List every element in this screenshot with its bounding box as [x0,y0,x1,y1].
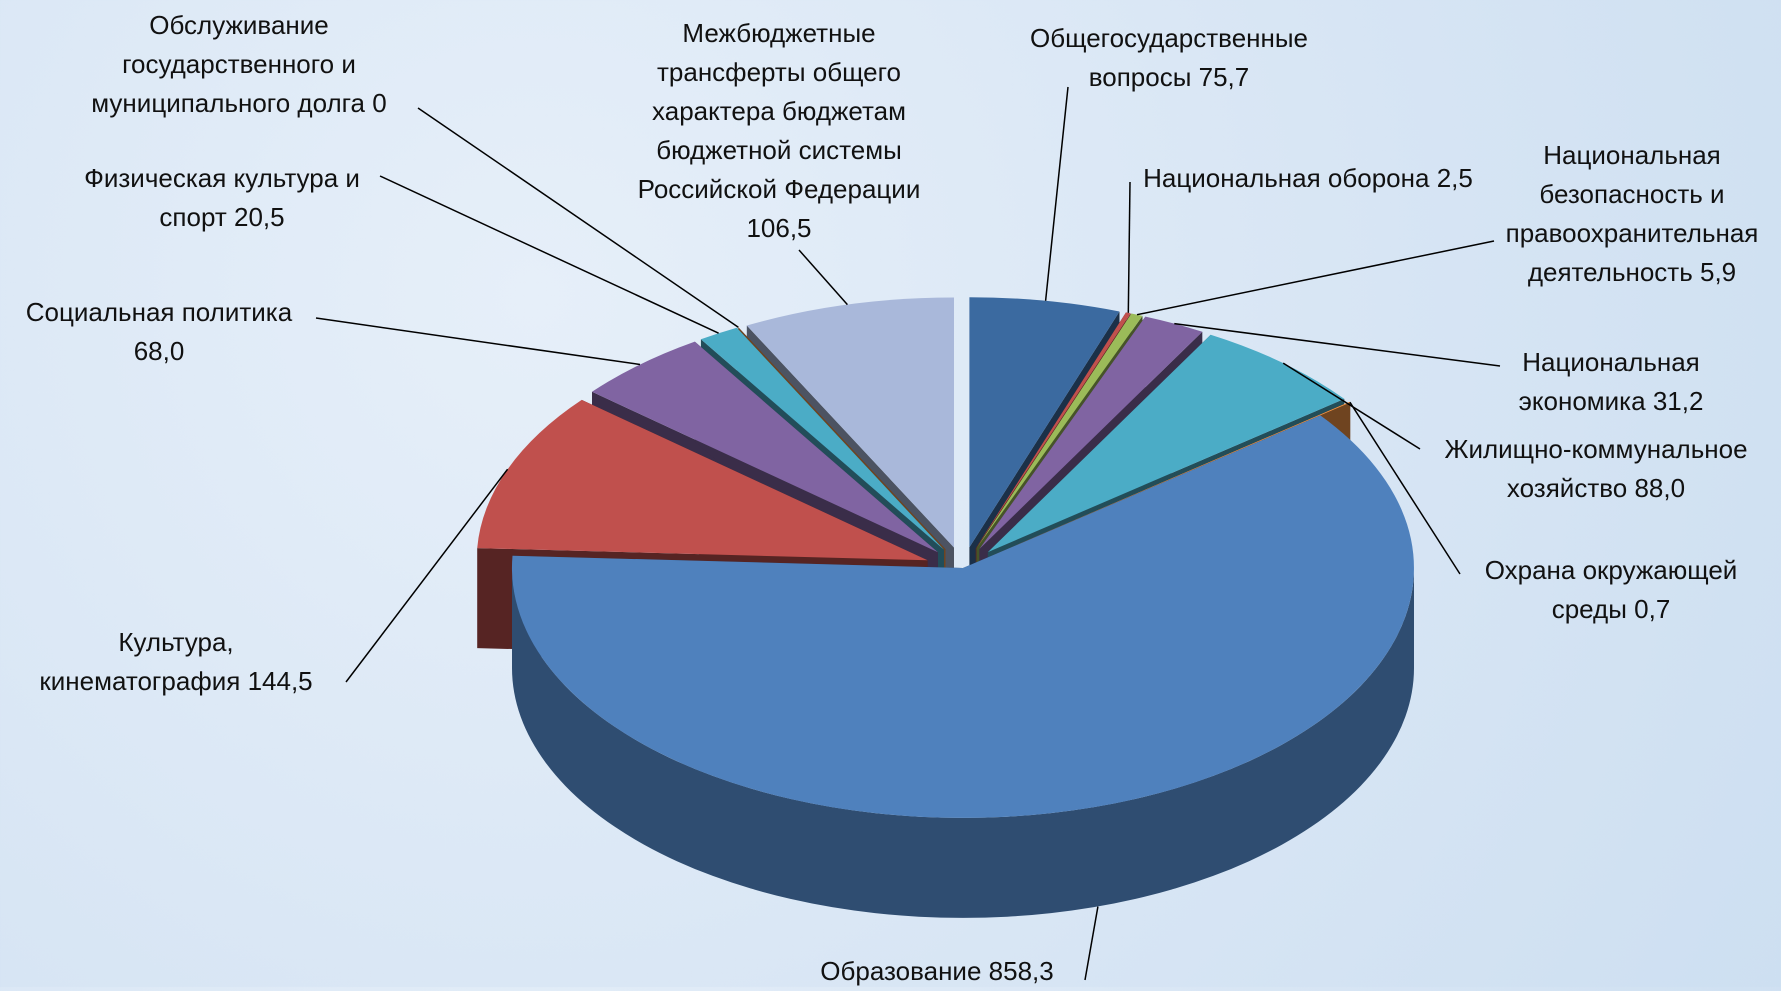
leader-line [1084,906,1099,981]
slice [979,316,1203,549]
category-name: Охрана окружающей среды [1484,555,1738,624]
value-label: 5,9 [1700,257,1737,287]
slice [987,334,1345,553]
value-label: 20,5 [233,202,285,232]
slice [592,341,938,553]
data-label: Национальная безопасность и правоохранит… [1486,136,1778,292]
value-label: 2,5 [1436,163,1473,193]
leader-line [1349,401,1461,575]
leader-line [1127,181,1131,313]
slice [700,327,944,550]
value-label: 68,0 [133,336,185,366]
category-name: Физическая культура и спорт [84,163,360,232]
data-label: Физическая культура и спорт 20,5 [65,159,380,237]
leader-line [1044,86,1069,301]
slice [746,297,954,548]
category-name: Национальная безопасность и правоохранит… [1505,140,1759,287]
leader-line [315,317,641,366]
category-name: Обслуживание государственного и муниципа… [91,10,366,118]
slice [993,401,1351,556]
data-label: Образование 858,3 [772,952,1102,991]
value-label: 0,7 [1634,594,1671,624]
value-label: 75,7 [1198,62,1250,92]
leader-line [1174,322,1501,367]
category-name: Культура, кинематография [39,627,241,696]
leader-line [798,249,848,306]
data-label: Культура, кинематография 144,5 [19,623,334,701]
slice-side [512,568,1414,918]
data-label: Национальная экономика 31,2 [1506,343,1716,421]
slice [738,327,946,550]
value-label: 858,3 [988,956,1054,986]
leader-line [417,107,739,328]
leader-line [1136,240,1495,316]
data-label: Общегосударственные вопросы 75,7 [1004,19,1334,97]
slice [976,313,1143,549]
value-label: 88,0 [1634,473,1686,503]
data-label: Национальная оборона 2,5 [1138,159,1478,198]
slice [969,297,1120,548]
data-label: Межбюджетные трансферты общего характера… [614,14,944,248]
value-label: 144,5 [247,666,313,696]
slice [975,312,1131,549]
slice [477,399,928,561]
leader-line [345,468,509,683]
category-name: Социальная политика [25,297,293,327]
category-name: Межбюджетные трансферты общего характера… [637,18,921,204]
category-name: Жилищно-коммунальное хозяйство [1444,434,1748,503]
value-label: 0 [372,88,387,118]
data-label: Охрана окружающей среды 0,7 [1466,551,1756,629]
data-label: Социальная политика 68,0 [4,293,314,371]
leader-line [379,175,719,334]
category-name: Образование [820,956,982,986]
category-name: Национальная оборона [1143,163,1430,193]
category-name: Национальная экономика [1518,347,1700,416]
category-name: Общегосударственные вопросы [1029,23,1309,92]
data-label: Обслуживание государственного и муниципа… [67,6,412,123]
value-label: 31,2 [1652,386,1704,416]
data-label: Жилищно-коммунальное хозяйство 88,0 [1421,430,1771,508]
slice [511,415,1414,818]
value-label: 106,5 [746,213,812,243]
